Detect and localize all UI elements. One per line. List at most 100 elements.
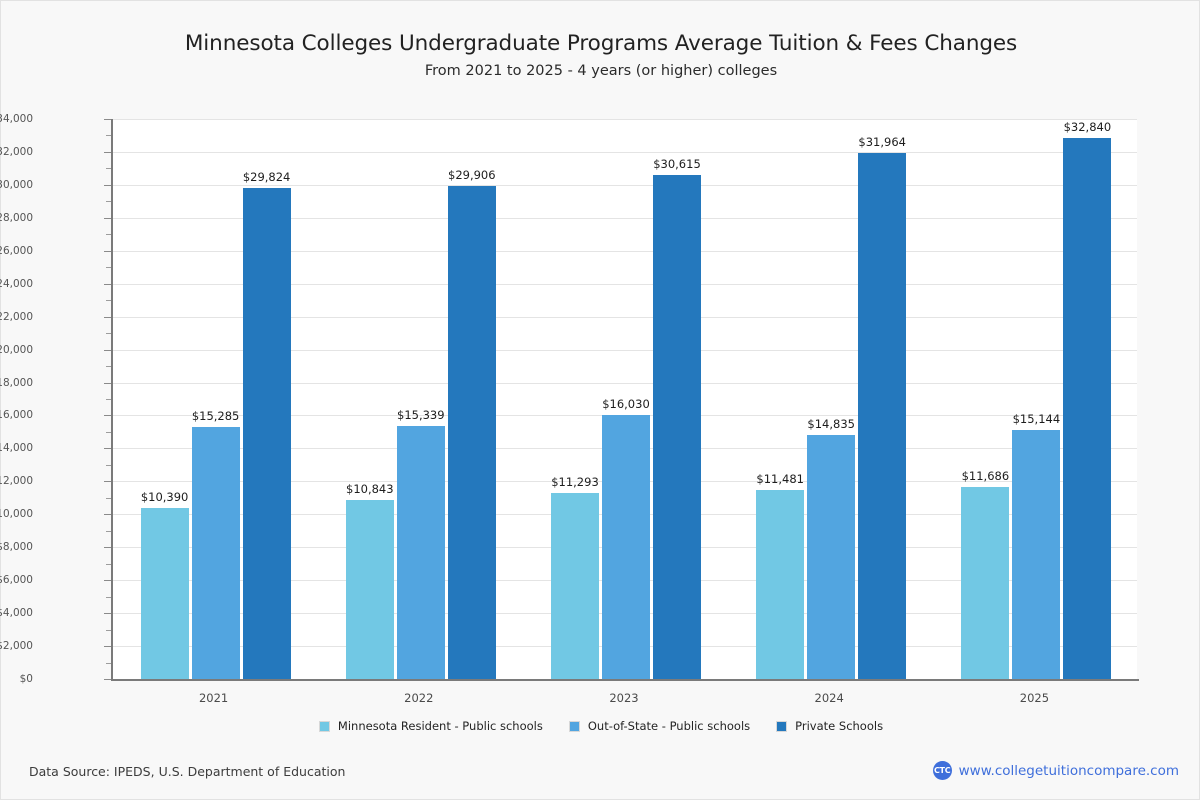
gridline [113, 217, 1137, 219]
y-axis-tick-major [104, 514, 111, 516]
brand-website-link[interactable]: www.collegetuitioncompare.com [958, 762, 1179, 779]
y-axis-tick-minor [106, 234, 111, 236]
legend-color-swatch [776, 720, 788, 732]
y-axis-tick-label: $34,000 [0, 113, 33, 125]
y-axis-tick-label: $28,000 [0, 211, 33, 224]
bar-value-label: $31,964 [858, 134, 906, 149]
bar[interactable]: $31,964 [858, 135, 907, 679]
gridline [113, 349, 1137, 351]
y-axis-tick-minor [106, 201, 111, 203]
y-axis-tick-major [104, 349, 111, 351]
y-axis-tick-minor [106, 629, 111, 631]
bar[interactable]: $11,481 [756, 472, 805, 679]
bar[interactable]: $14,835 [807, 417, 856, 679]
gridline [113, 382, 1137, 384]
x-axis-tick-label: 2022 [404, 691, 434, 705]
bar-value-label: $30,615 [653, 156, 701, 171]
brand-footer[interactable]: CTC www.collegetuitioncompare.com [932, 761, 1179, 780]
bar[interactable]: $10,843 [345, 482, 394, 679]
bar-value-label: $11,686 [961, 468, 1010, 483]
bar-group: $11,481 $14,835 $31,964 [729, 119, 934, 679]
bar[interactable]: $10,390 [140, 490, 189, 679]
y-axis-tick-major [104, 580, 111, 582]
y-axis-tick-major [104, 613, 111, 615]
legend-item[interactable]: Out-of-State - Public schools [568, 719, 751, 733]
y-axis-tick-label: $26,000 [0, 244, 33, 257]
x-axis-tick-label: 2024 [814, 691, 844, 705]
y-axis-tick-major [104, 646, 111, 648]
y-axis-tick-minor [106, 366, 111, 368]
y-axis-tick-major [104, 250, 111, 252]
y-axis-tick-major [104, 382, 111, 384]
bar-group: $11,293 $16,030 $30,615 [523, 119, 728, 679]
legend-label: Out-of-State - Public schools [587, 719, 751, 733]
bar[interactable]: $15,144 [1012, 412, 1061, 679]
page-subtitle: From 2021 to 2025 - 4 years (or higher) … [424, 63, 778, 79]
bar-value-label: $11,293 [551, 475, 599, 489]
ctc-logo-icon: CTC [932, 761, 952, 780]
y-axis-tick-major [104, 283, 111, 285]
y-axis-tick-label: $12,000 [0, 475, 33, 488]
bar-value-label: $32,840 [1063, 120, 1112, 135]
gridline [113, 283, 1137, 285]
y-axis-tick-minor [106, 300, 111, 302]
y-axis-tick-minor [106, 530, 111, 532]
bar[interactable]: $15,285 [191, 409, 240, 679]
y-axis-tick-major [104, 448, 111, 450]
bar-value-label: $29,824 [242, 169, 291, 184]
bar[interactable]: $11,686 [961, 469, 1010, 679]
gridline [113, 316, 1137, 318]
x-axis-tick-label: 2021 [198, 691, 229, 705]
y-axis-tick-label: $30,000 [0, 178, 33, 191]
bar[interactable]: $32,840 [1063, 120, 1112, 679]
chart-legend: Minnesota Resident - Public schools Out-o… [1, 719, 1200, 733]
y-axis-tick-major [104, 151, 111, 153]
bar-value-label: $10,843 [346, 482, 394, 497]
y-axis-tick-label: $24,000 [0, 277, 33, 290]
gridline [113, 250, 1137, 252]
x-axis-tick-label: 2023 [609, 691, 639, 705]
gridline [113, 151, 1137, 153]
bar[interactable]: $11,293 [550, 475, 599, 679]
gridline [113, 119, 1137, 120]
y-axis-tick-major [104, 481, 111, 483]
y-axis-tick-minor [106, 464, 111, 466]
bar[interactable]: $29,906 [447, 168, 496, 679]
legend-label: Minnesota Resident - Public schools [337, 719, 543, 733]
legend-item[interactable]: Minnesota Resident - Public schools [318, 719, 543, 733]
y-axis-tick-minor [106, 497, 111, 499]
bar-value-label: $15,339 [397, 408, 445, 423]
y-axis-tick-minor [106, 563, 111, 565]
y-axis-tick-label: $18,000 [0, 376, 33, 389]
y-axis-tick-label: $20,000 [0, 343, 33, 356]
bar-group: $10,843 $15,339 $29,906 [318, 119, 523, 679]
y-axis-tick-major [104, 415, 111, 417]
bar-value-label: $14,835 [807, 416, 855, 431]
bar[interactable]: $29,824 [242, 170, 291, 679]
bar-value-label: $15,285 [191, 409, 240, 424]
bar[interactable]: $30,615 [652, 157, 701, 679]
y-axis-tick-major [104, 119, 111, 120]
bar-value-label: $10,390 [140, 489, 189, 504]
y-axis-tick-major [104, 184, 111, 186]
legend-color-swatch [568, 720, 580, 732]
y-axis-tick-label: $22,000 [0, 310, 33, 323]
y-axis-tick-minor [106, 431, 111, 433]
y-axis-tick-minor [106, 267, 111, 269]
y-axis-tick-minor [106, 333, 111, 335]
y-axis-tick-label: $6,000 [0, 574, 33, 587]
y-axis-tick-label: $2,000 [0, 640, 33, 653]
x-axis-tick-label: 2025 [1019, 691, 1050, 705]
gridline [113, 184, 1137, 186]
y-axis-tick-label: $32,000 [0, 145, 33, 158]
y-axis-tick-major [104, 679, 111, 680]
bar-value-label: $11,481 [756, 471, 804, 486]
y-axis-tick-label: $0 [19, 673, 33, 685]
y-axis-tick-label: $4,000 [0, 607, 33, 620]
bar-value-label: $16,030 [602, 396, 650, 411]
bar[interactable]: $16,030 [601, 397, 650, 679]
y-axis-tick-label: $10,000 [0, 508, 33, 521]
bar[interactable]: $15,339 [396, 408, 445, 679]
legend-item[interactable]: Private Schools [776, 719, 883, 733]
